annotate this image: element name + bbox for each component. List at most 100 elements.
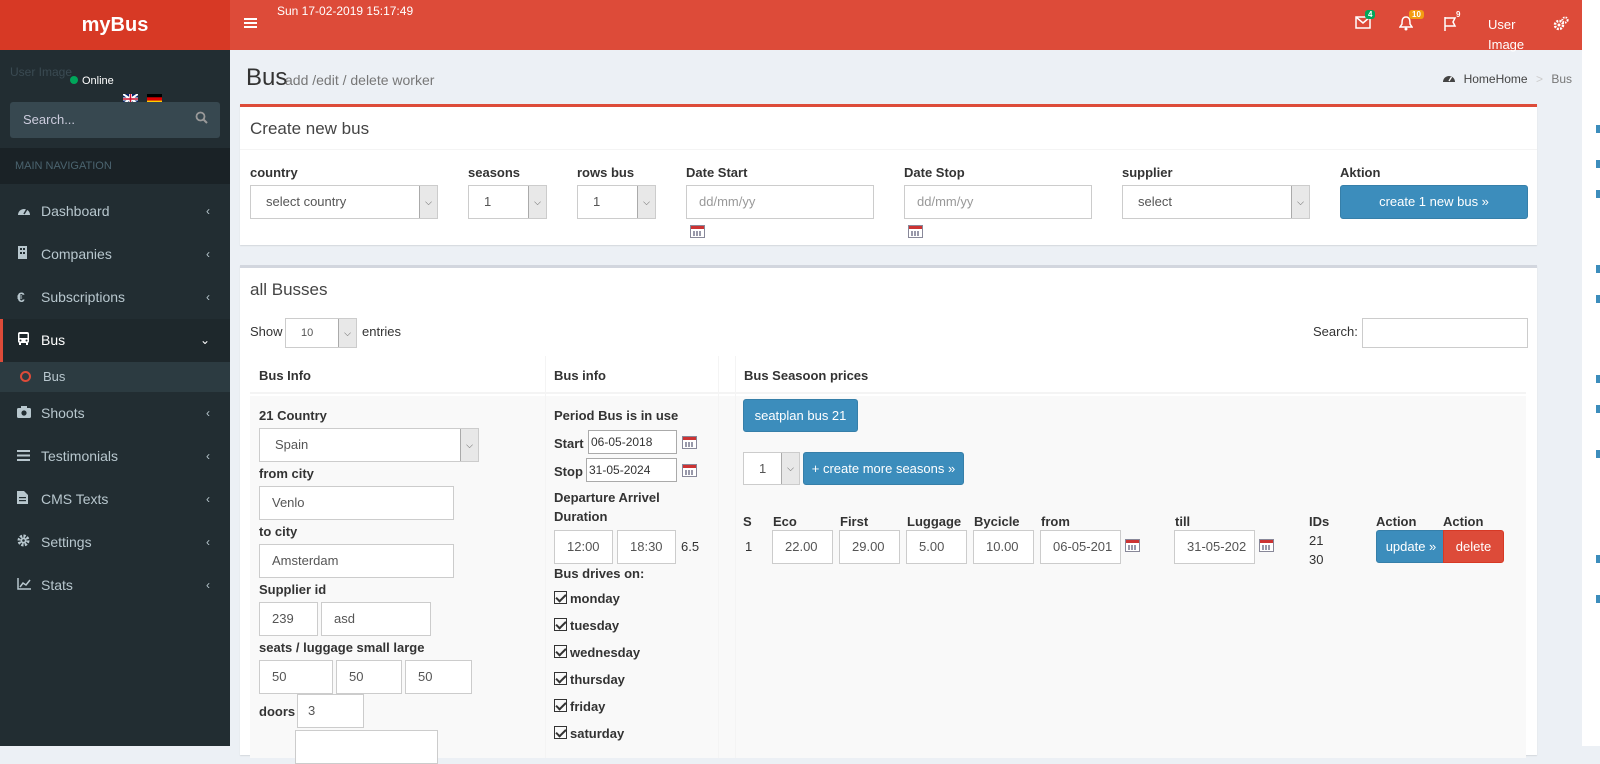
app-logo[interactable]: myBus (0, 0, 230, 50)
create-more-seasons-button[interactable]: + create more seasons » (803, 452, 964, 485)
messages-button[interactable]: 4 (1355, 10, 1376, 33)
country-select[interactable]: select country ⌵ (250, 185, 438, 219)
flag-icon (1443, 17, 1457, 35)
column-bus-info-2[interactable]: Bus info (554, 368, 606, 383)
calendar-icon[interactable] (682, 436, 697, 449)
day-tuesday[interactable]: tuesday (554, 618, 619, 633)
calendar-icon[interactable] (682, 464, 697, 477)
sidebar-item-subscriptions[interactable]: € Subscriptions ‹ (0, 276, 230, 319)
checkbox-checked-icon[interactable] (554, 645, 567, 658)
luggage-small-input[interactable]: 50 (336, 660, 402, 694)
checkbox-checked-icon[interactable] (554, 591, 567, 604)
extra-input[interactable] (295, 730, 438, 764)
season-from-input[interactable]: 06-05-201 (1040, 530, 1121, 564)
column-season-prices[interactable]: Bus Seasoon prices (744, 368, 869, 383)
tasks-button[interactable]: 9 (1443, 10, 1460, 35)
day-wednesday[interactable]: wednesday (554, 645, 640, 660)
supplier-id-label: Supplier id (259, 582, 327, 597)
create-bus-button[interactable]: create 1 new bus » (1340, 185, 1528, 219)
chevron-down-icon: ⌵ (637, 186, 655, 218)
row-country-select[interactable]: Spain ⌵ (259, 428, 479, 462)
checkbox-checked-icon[interactable] (554, 672, 567, 685)
header-till: till (1175, 514, 1191, 529)
sidebar-item-dashboard[interactable]: Dashboard ‹ (0, 190, 230, 233)
season-count-select[interactable]: 1 ⌵ (743, 452, 800, 485)
create-bus-box: Create new bus country select country ⌵ s… (240, 104, 1537, 245)
notifications-button[interactable]: 10 (1398, 10, 1424, 35)
period-start-input[interactable]: 06-05-2018 (588, 430, 677, 454)
bell-icon (1398, 16, 1414, 35)
period-label: Period Bus is in use (554, 408, 679, 423)
update-button[interactable]: update » (1376, 530, 1446, 563)
first-price-input[interactable]: 29.00 (839, 530, 900, 564)
supplier-name-input[interactable]: asd (321, 602, 431, 636)
date-start-label: Date Start (686, 165, 748, 180)
control-sidebar-button[interactable] (1553, 16, 1569, 35)
seasons-select[interactable]: 1 ⌵ (468, 185, 547, 219)
sidebar-menu: Dashboard ‹ Companies ‹ € Subscriptions ‹ Bu… (0, 190, 230, 607)
sidebar-search-input[interactable]: Search... (10, 102, 220, 138)
arrival-input[interactable]: 18:30 (617, 530, 676, 564)
eco-price-input[interactable]: 22.00 (772, 530, 833, 564)
day-thursday[interactable]: thursday (554, 672, 625, 687)
luggage-price-input[interactable]: 5.00 (906, 530, 967, 564)
chart-icon (17, 564, 41, 607)
menu-toggle-icon[interactable] (244, 16, 257, 34)
sidebar-item-cms-texts[interactable]: CMS Texts ‹ (0, 478, 230, 521)
sidebar-item-shoots[interactable]: Shoots ‹ (0, 392, 230, 435)
seats-input[interactable]: 50 (259, 660, 333, 694)
checkbox-checked-icon[interactable] (554, 618, 567, 631)
entries-select[interactable]: 10 ⌵ (285, 318, 357, 348)
seatplan-button[interactable]: seatplan bus 21 (743, 399, 858, 432)
checkbox-checked-icon[interactable] (554, 726, 567, 739)
sidebar-subitem-bus[interactable]: Bus (0, 362, 230, 392)
sidebar-item-testimonials[interactable]: Testimonials ‹ (0, 435, 230, 478)
main-content: Bus add /edit / delete worker HomeHome >… (230, 50, 1582, 764)
entries-label: entries (362, 324, 402, 339)
uk-flag-icon[interactable] (122, 92, 139, 105)
luggage-large-input[interactable]: 50 (405, 660, 472, 694)
departure-input[interactable]: 12:00 (554, 530, 613, 564)
calendar-icon[interactable] (908, 225, 923, 238)
supplier-id-input[interactable]: 239 (259, 602, 318, 636)
calendar-icon[interactable] (690, 225, 705, 238)
table-search-input[interactable] (1362, 318, 1528, 348)
day-friday[interactable]: friday (554, 699, 605, 714)
sidebar-item-settings[interactable]: Settings ‹ (0, 521, 230, 564)
date-stop-input[interactable]: dd/mm/yy (904, 185, 1092, 219)
user-image[interactable]: User Image (1488, 17, 1525, 52)
checkbox-checked-icon[interactable] (554, 699, 567, 712)
rows-select[interactable]: 1 ⌵ (577, 185, 656, 219)
search-icon[interactable] (195, 102, 208, 138)
chevron-down-icon: ⌵ (419, 186, 437, 218)
season-till-input[interactable]: 31-05-202 (1174, 530, 1255, 564)
current-datetime: Sun 17-02-2019 15:17:49 (277, 4, 414, 18)
supplier-select[interactable]: select ⌵ (1122, 185, 1310, 219)
breadcrumb-home[interactable]: HomeHome (1463, 72, 1528, 86)
delete-button[interactable]: delete (1443, 530, 1504, 563)
sidebar-item-companies[interactable]: Companies ‹ (0, 233, 230, 276)
breadcrumb-current: Bus (1551, 72, 1572, 86)
sidebar-item-bus[interactable]: Bus ⌄ (0, 319, 230, 362)
day-monday[interactable]: monday (554, 591, 620, 606)
day-saturday[interactable]: saturday (554, 726, 624, 741)
doors-input[interactable]: 3 (297, 694, 364, 728)
chevron-left-icon: ‹ (206, 449, 210, 463)
drives-on-label: Bus drives on: (554, 566, 645, 581)
from-city-label: from city (259, 466, 314, 481)
sidebar-item-stats[interactable]: Stats ‹ (0, 564, 230, 607)
calendar-icon[interactable] (1259, 539, 1274, 552)
gears-icon (1553, 16, 1569, 35)
bycicle-price-input[interactable]: 10.00 (973, 530, 1034, 564)
from-city-input[interactable]: Venlo (259, 486, 454, 520)
calendar-icon[interactable] (1125, 539, 1140, 552)
period-stop-input[interactable]: 31-05-2024 (586, 458, 677, 482)
aktion-label: Aktion (1340, 165, 1381, 180)
date-start-input[interactable]: dd/mm/yy (686, 185, 874, 219)
to-city-input[interactable]: Amsterdam (259, 544, 454, 578)
header-action: Action (1376, 514, 1417, 529)
column-bus-info[interactable]: Bus Info (259, 368, 311, 383)
header-bycicle: Bycicle (974, 514, 1020, 529)
german-flag-icon[interactable] (147, 92, 162, 104)
chevron-left-icon: ‹ (206, 204, 210, 218)
